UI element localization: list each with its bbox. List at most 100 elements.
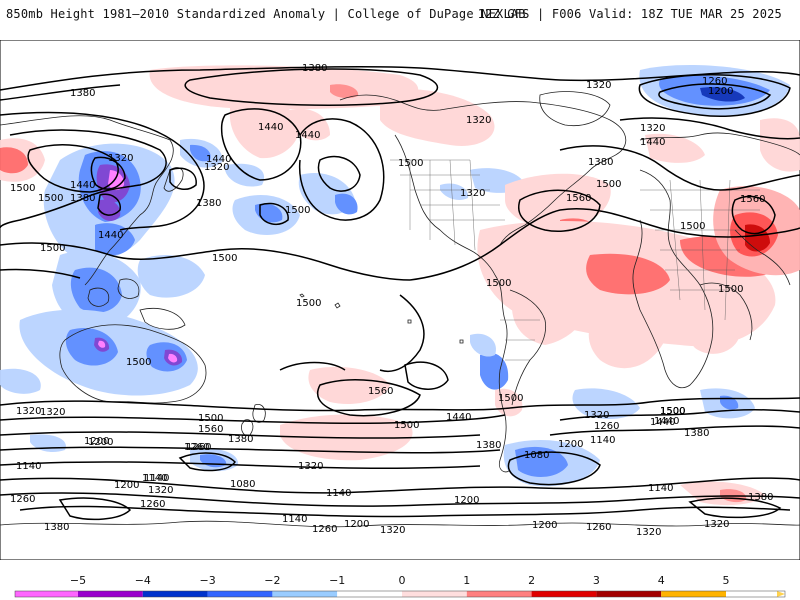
contour-label: 1140	[144, 473, 169, 484]
contour-label: 1380	[228, 434, 253, 445]
contour-label: 1260	[312, 524, 337, 535]
model-run-label: 12Z GFS | F006 Valid: 18Z TUE MAR 25 202…	[477, 7, 782, 21]
contour-label: 1500	[718, 284, 743, 295]
colorbar-tick-label: −2	[264, 574, 280, 587]
contour-label: 1560	[198, 424, 223, 435]
contour-label: 1560	[566, 193, 591, 204]
contour-label: 1320	[586, 80, 611, 91]
colorbar-tick-label: −1	[329, 574, 345, 587]
contour-label: 1200	[84, 436, 109, 447]
colorbar-tick-label: −5	[70, 574, 86, 587]
contour-label: 1320	[466, 115, 491, 126]
height-contours	[0, 65, 800, 521]
contour-label: 1320	[380, 525, 405, 536]
colorbar-min-arrow	[15, 591, 23, 597]
contour-label: 1200	[532, 520, 557, 531]
contour-label: 1440	[446, 412, 471, 423]
contour-label: 1380	[44, 522, 69, 533]
colorbar-bar	[14, 590, 786, 598]
map-title: 850mb Height 1981–2010 Standardized Anom…	[6, 7, 526, 21]
contour-label: 1440	[640, 137, 665, 148]
anomaly-map: 1380 1380 1320 1260 1200 1320 1380 1440 …	[0, 40, 800, 560]
contour-label: 1200	[708, 86, 733, 97]
header: 850mb Height 1981–2010 Standardized Anom…	[0, 0, 800, 40]
contour-label: 1440	[258, 122, 283, 133]
contour-label: 1500	[10, 183, 35, 194]
contour-label: 1500	[38, 193, 63, 204]
colorbar-tick-label: 5	[723, 574, 730, 587]
contour-label: 1500	[40, 243, 65, 254]
colorbar-outline	[14, 590, 786, 598]
contour-label: 1500	[394, 420, 419, 431]
contour-label: 1260	[702, 76, 727, 87]
contour-label: 1500	[498, 393, 523, 404]
contour-label: 1200	[114, 480, 139, 491]
contour-label: 1380	[748, 492, 773, 503]
colorbar-segment	[272, 591, 338, 597]
contour-label: 1500	[596, 179, 621, 190]
contour-labels: 1380 1380 1320 1260 1200 1320 1380 1440 …	[10, 63, 773, 538]
contour-label: 1320	[704, 519, 729, 530]
contour-label: 1380	[588, 157, 613, 168]
contour-label: 1320	[16, 406, 41, 417]
colorbar-tick-label: 2	[528, 574, 535, 587]
contour-label: 1140	[16, 461, 41, 472]
contour-label: 1140	[590, 435, 615, 446]
contour-label: 1200	[558, 439, 583, 450]
contour-label: 1440	[654, 416, 679, 427]
contour-label: 1260	[10, 494, 35, 505]
colorbar-tick-label: −3	[199, 574, 215, 587]
contour-label: 1200	[88, 437, 113, 448]
contour-label: 1080	[230, 479, 255, 490]
colorbar-segment	[402, 591, 467, 597]
colorbar: −5 −4 −3 −2 −1 0 1 2 3 4 5	[14, 574, 786, 598]
contour-label: 1440	[98, 230, 123, 241]
colorbar-segment	[142, 591, 208, 597]
colorbar-tick-label: −4	[135, 574, 151, 587]
contour-label: 1500	[126, 357, 151, 368]
contour-label: 1140	[648, 483, 673, 494]
contour-label: 1440	[206, 154, 231, 165]
contour-label: 1440	[70, 180, 95, 191]
colorbar-tick-label: 1	[463, 574, 470, 587]
contour-label: 1140	[282, 514, 307, 525]
colorbar-segment	[15, 591, 78, 597]
contour-label: 1560	[740, 194, 765, 205]
contour-label: 1500	[660, 406, 685, 417]
colorbar-segment	[531, 591, 597, 597]
contour-label: 1380	[684, 428, 709, 439]
coastlines	[0, 91, 800, 528]
colorbar-segment	[661, 591, 726, 597]
political-borders	[390, 159, 760, 361]
contour-label: 1500	[680, 221, 705, 232]
colorbar-segment	[596, 591, 662, 597]
contour-label: 1200	[344, 519, 369, 530]
contour-label: 1320	[148, 485, 173, 496]
colorbar-ticks: −5 −4 −3 −2 −1 0 1 2 3 4 5	[70, 574, 730, 587]
contour-label: 1320	[640, 123, 665, 134]
contour-label: 1380	[70, 88, 95, 99]
contour-label: 1320	[108, 153, 133, 164]
contour-label: 1380	[70, 193, 95, 204]
contour-label: 1260	[586, 522, 611, 533]
colorbar-segment	[337, 591, 402, 597]
contour-label: 1320	[40, 407, 65, 418]
contour-label: 1320	[204, 162, 229, 173]
contour-label: 1500	[398, 158, 423, 169]
contour-label: 1200	[454, 495, 479, 506]
contour-label: 1500	[660, 406, 685, 417]
contour-label: 1380	[476, 440, 501, 451]
contour-label: 1440	[650, 417, 675, 428]
colorbar-segment	[466, 591, 532, 597]
contour-label: 1500	[285, 205, 310, 216]
contour-label: 1500	[296, 298, 321, 309]
contour-label: 1380	[302, 63, 327, 74]
contour-label: 1560	[368, 386, 393, 397]
contour-label: 1320	[636, 527, 661, 538]
contour-label: 1080	[524, 450, 549, 461]
contour-label: 1140	[142, 473, 167, 484]
contour-label: 1380	[196, 198, 221, 209]
contour-label: 1260	[186, 442, 211, 453]
contour-label: 1260	[594, 421, 619, 432]
colorbar-tick-label: 0	[399, 574, 406, 587]
